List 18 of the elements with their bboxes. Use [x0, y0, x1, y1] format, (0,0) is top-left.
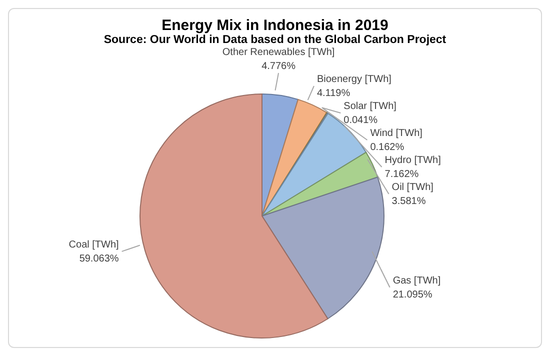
slice-label: Gas [TWh]	[392, 275, 441, 286]
slice-label: Solar [TWh]	[344, 101, 397, 112]
slice-label: Other Renewables [TWh]	[222, 47, 335, 58]
data-label: 21.095%	[392, 289, 432, 300]
data-label: 4.776%	[262, 61, 296, 72]
slice-label: Hydro [TWh]	[384, 155, 442, 166]
data-label: 59.063%	[79, 253, 119, 264]
chart-subtitle: Source: Our World in Data based on the Global Carbon Project	[102, 34, 448, 46]
slice-label: Bioenergy [TWh]	[316, 74, 392, 85]
data-label: 3.581%	[392, 196, 426, 207]
data-label: 0.162%	[370, 142, 404, 153]
slice-label: Wind [TWh]	[370, 128, 423, 139]
data-label: 7.162%	[384, 169, 419, 180]
data-label: 4.119%	[316, 88, 350, 99]
data-label: 0.041%	[344, 115, 378, 126]
slice-label: Coal [TWh]	[68, 239, 120, 250]
slice-label: Oil [TWh]	[392, 182, 434, 193]
chart-title: Energy Mix in Indonesia in 2019	[160, 17, 390, 34]
